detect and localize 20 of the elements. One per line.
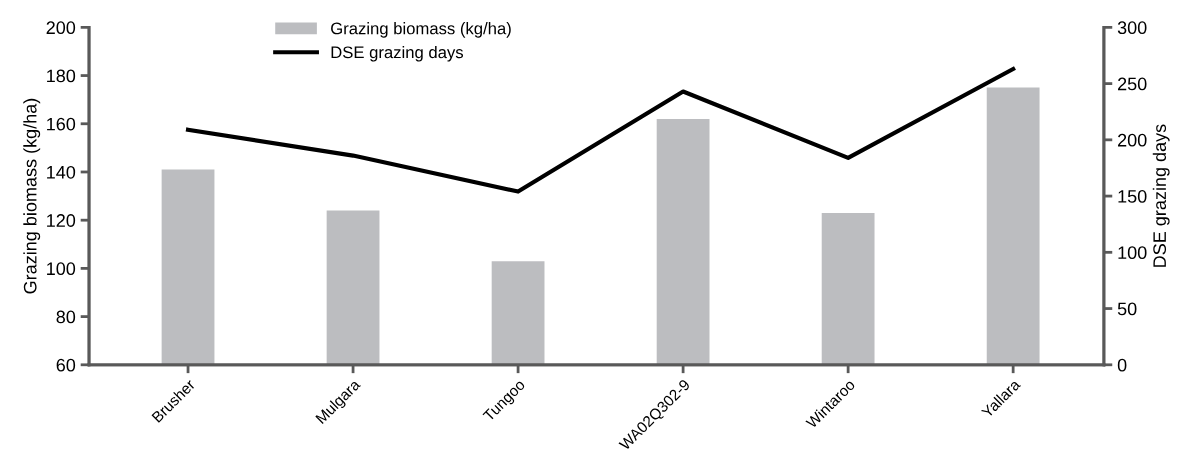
y2-tick-label: 100 [1118,246,1147,260]
y2-tick-label: 0 [1117,358,1127,372]
y-tick-label: 180 [47,69,76,83]
y2-axis-title: DSE grazing days [1152,124,1170,267]
y-tick-label: 160 [47,117,76,131]
line-series [185,66,1016,194]
y-tick-label: 100 [47,262,76,276]
y2-tick-label: 50 [1117,302,1137,316]
y2-tick-label: 200 [1118,133,1147,147]
legend-label: DSE grazing days [331,45,464,62]
y2-tick-label: 250 [1118,77,1147,91]
y-tick-label: 80 [56,310,76,324]
y2-tick-label: 150 [1118,190,1147,203]
y-axis-title: Grazing biomass (kg/ha) [23,98,41,294]
legend-label: Grazing biomass (kg/ha) [331,22,511,38]
y2-tick-label: 300 [1117,21,1147,35]
y-tick-label: 60 [56,358,76,372]
y-tick-label: 140 [47,165,76,179]
y-tick-label: 200 [46,21,76,35]
y-tick-label: 120 [47,214,76,227]
